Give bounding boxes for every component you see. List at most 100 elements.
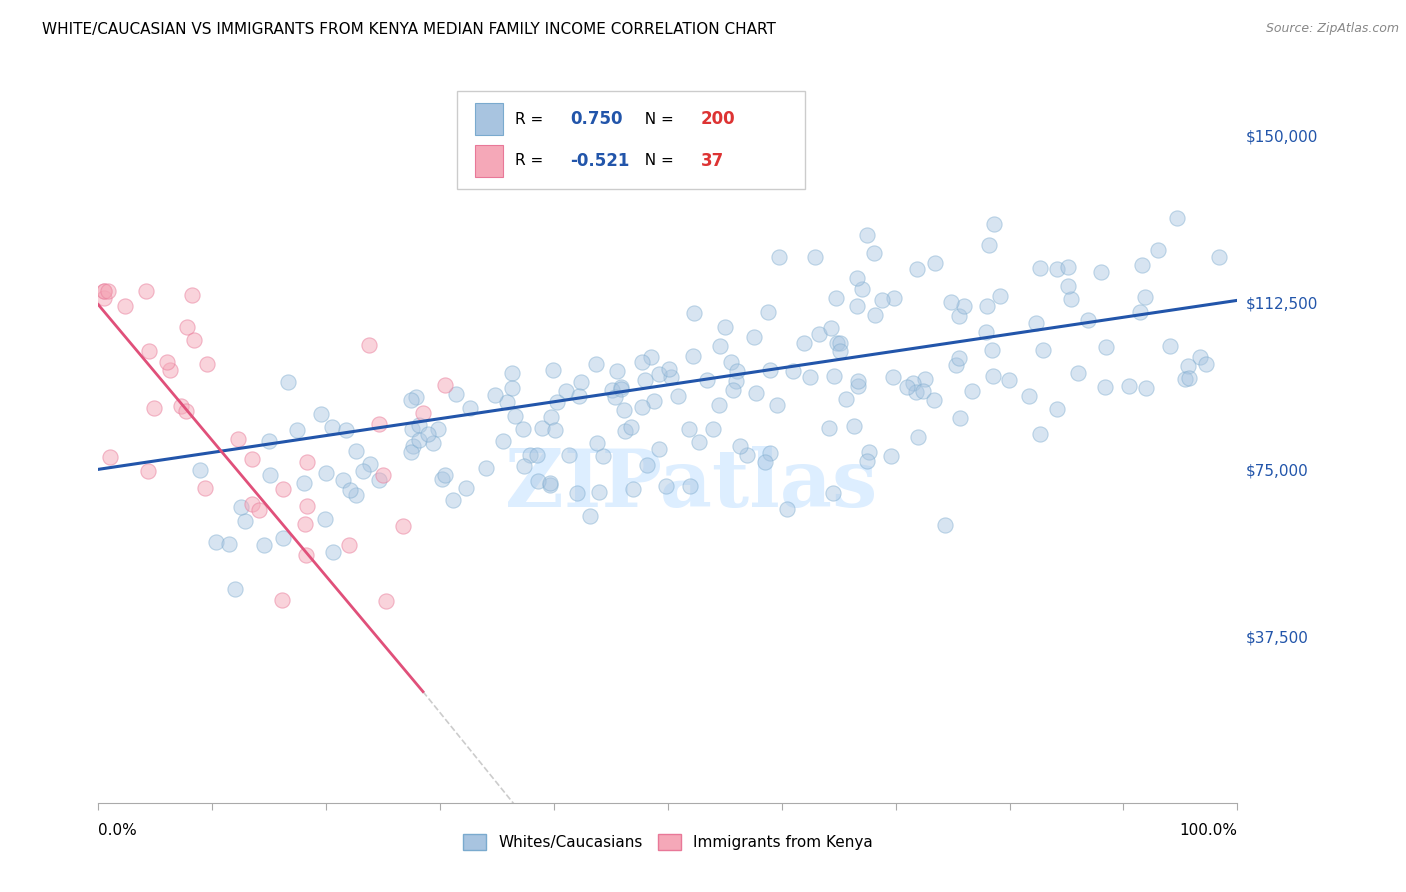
Point [945,358,967,372]
Point [765,398,787,412]
Point [224,582,246,597]
Point [434,378,457,392]
Point [359,458,381,472]
Point [496,395,519,409]
Point [880,449,903,463]
Point [295,548,318,562]
Point [309,407,332,421]
Point [724,374,747,388]
Point [294,476,316,491]
Point [368,474,391,488]
Point [605,390,627,404]
Point [344,488,367,502]
Point [374,594,396,608]
Point [905,261,928,276]
Point [512,422,534,436]
Point [228,432,250,446]
Point [427,422,450,436]
Point [793,336,815,351]
Point [735,448,758,462]
Point [981,343,1004,357]
Text: N =: N = [636,153,679,169]
Point [416,426,439,441]
Point [960,384,983,398]
Point [683,306,706,320]
Point [990,289,1012,303]
Point [846,379,869,393]
Point [344,443,367,458]
Point [721,383,744,397]
Point [444,387,467,401]
Point [768,250,790,264]
Point [1118,378,1140,392]
Point [742,329,765,343]
Point [322,545,344,559]
Point [856,227,879,242]
Point [159,363,181,377]
Point [270,592,292,607]
Text: R =: R = [515,153,548,169]
Point [412,406,434,420]
Point [600,383,623,397]
Point [368,417,391,432]
Point [1177,370,1199,384]
Point [1028,261,1050,276]
Point [1029,427,1052,442]
Point [714,320,737,334]
Point [1130,258,1153,272]
Point [922,392,945,407]
Point [605,364,627,378]
Point [295,499,318,513]
Point [195,357,218,371]
Point [655,479,678,493]
Point [835,392,858,406]
Point [870,293,893,307]
Point [821,485,844,500]
Point [458,401,481,415]
Point [744,386,766,401]
Point [1177,359,1199,373]
Point [842,419,865,434]
Point [253,538,276,552]
Text: N =: N = [636,112,679,127]
Point [1159,339,1181,353]
Point [630,401,652,415]
Point [949,411,972,425]
Point [294,517,316,532]
Point [907,430,929,444]
FancyBboxPatch shape [475,145,503,177]
Point [434,468,457,483]
Point [503,409,526,423]
Point [1166,211,1188,225]
Point [585,357,607,371]
Point [620,420,643,434]
Point [754,455,776,469]
Point [247,503,270,517]
Point [640,350,662,364]
Point [240,497,263,511]
Point [948,351,970,365]
Point [240,452,263,467]
Point [235,514,257,528]
Text: WHITE/CAUCASIAN VS IMMIGRANTS FROM KENYA MEDIAN FAMILY INCOME CORRELATION CHART: WHITE/CAUCASIAN VS IMMIGRANTS FROM KENYA… [42,22,776,37]
Point [648,442,671,457]
Point [682,349,704,363]
Point [339,483,361,497]
Point [702,422,724,436]
Point [643,394,665,409]
Point [484,388,506,402]
Point [401,393,423,408]
Point [976,299,998,313]
Point [648,368,671,382]
Point [858,444,880,458]
Point [188,463,211,477]
Point [818,421,841,435]
Point [337,538,360,552]
Point [181,287,204,301]
Point [979,238,1001,252]
Point [501,367,523,381]
Text: 0.0%: 0.0% [98,823,138,838]
Point [901,376,924,390]
Point [321,420,343,434]
Point [156,355,179,369]
